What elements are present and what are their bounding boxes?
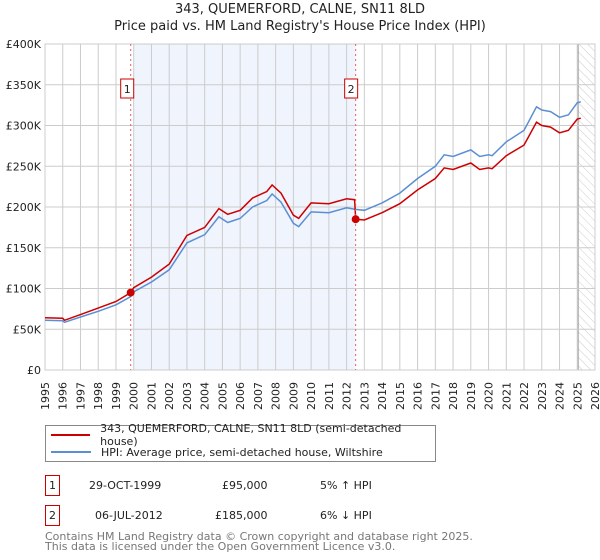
hpi-line xyxy=(44,101,581,324)
x-tick-label: 2011 xyxy=(323,382,336,410)
transaction-badge: 2 xyxy=(45,505,60,526)
sale-marker-badge xyxy=(120,78,135,99)
y-tick-label: £100K xyxy=(6,283,42,296)
sale-marker-badge xyxy=(344,78,359,99)
sale-point xyxy=(126,288,135,297)
footer-copyright: Contains HM Land Registry data © Crown c… xyxy=(45,530,473,543)
legend: 343, QUEMERFORD, CALNE, SN11 8LD (semi-d… xyxy=(45,422,436,462)
x-tick-label: 2002 xyxy=(163,382,176,410)
x-tick-label: 2015 xyxy=(394,382,407,410)
y-tick-label: £300K xyxy=(6,120,42,133)
chart-title: 343, QUEMERFORD, CALNE, SN11 8LD xyxy=(174,2,426,17)
chart-subtitle: Price paid vs. HM Land Registry's House … xyxy=(114,19,486,34)
transaction-badge: 1 xyxy=(45,475,60,496)
legend-label: 343, QUEMERFORD, CALNE, SN11 8LD (semi-d… xyxy=(100,422,402,448)
x-tick-label: 1998 xyxy=(92,382,105,410)
y-tick-label: £200K xyxy=(6,201,42,214)
legend-swatch-blue xyxy=(51,451,91,453)
x-tick-label: 2018 xyxy=(447,382,460,410)
property-price-line xyxy=(44,117,581,322)
y-tick-label: £150K xyxy=(6,242,42,255)
footer-licence: This data is licensed under the Open Gov… xyxy=(45,540,396,553)
x-tick-label: 2000 xyxy=(128,382,141,410)
transaction-date: 06-JUL-2012 xyxy=(95,509,163,522)
x-tick-label: 2023 xyxy=(536,382,549,410)
x-tick-label: 1999 xyxy=(110,382,123,410)
x-tick-label: 2003 xyxy=(181,382,194,410)
y-tick-label: £50K xyxy=(13,323,42,336)
plot-border xyxy=(44,43,596,371)
sale-marker-label: 2 xyxy=(348,83,355,96)
x-tick-label: 2025 xyxy=(571,382,584,410)
legend-swatch-red xyxy=(51,434,91,436)
x-tick-label: 2009 xyxy=(287,382,300,410)
x-tick-label: 2014 xyxy=(376,382,389,410)
transaction-row: 1 29-OCT-1999 £95,000 5% ↑ HPI xyxy=(45,475,465,497)
x-tick-label: 2021 xyxy=(500,382,513,410)
transaction-row: 2 06-JUL-2012 £185,000 6% ↓ HPI xyxy=(45,505,465,527)
transaction-price: £95,000 xyxy=(222,479,268,492)
x-tick-label: 2001 xyxy=(145,382,158,410)
legend-label: HPI: Average price, semi-detached house,… xyxy=(101,445,383,459)
price-chart: 1 2 1995 1996 1997 1998 1999 2000 2001 2002 2003 20… xyxy=(6,38,600,410)
x-tick-label: 2008 xyxy=(270,382,283,410)
legend-item-hpi: HPI: Average price, semi-detached house,… xyxy=(46,444,383,460)
x-tick-label: 2005 xyxy=(216,382,229,410)
transaction-hpi: 6% ↓ HPI xyxy=(320,509,372,522)
x-tick-label: 2012 xyxy=(341,382,354,410)
x-tick-label: 2004 xyxy=(199,382,212,410)
legend-item-property: 343, QUEMERFORD, CALNE, SN11 8LD (semi-d… xyxy=(46,422,435,448)
y-tick-label: £350K xyxy=(6,79,42,92)
x-tick-label: 2017 xyxy=(429,382,442,410)
x-tick-label: 2007 xyxy=(252,382,265,410)
transaction-hpi: 5% ↑ HPI xyxy=(320,479,372,492)
x-tick-label: 2026 xyxy=(589,382,600,410)
x-tick-label: 2020 xyxy=(483,382,496,410)
y-tick-label: £400K xyxy=(6,38,42,51)
x-tick-label: 1997 xyxy=(74,382,87,410)
x-tick-label: 2010 xyxy=(305,382,318,410)
transaction-price: £185,000 xyxy=(215,509,268,522)
y-tick-label: £250K xyxy=(6,160,42,173)
x-tick-label: 2022 xyxy=(518,382,531,410)
x-tick-label: 2024 xyxy=(554,382,567,410)
x-tick-label: 1995 xyxy=(39,382,52,410)
x-tick-label: 2006 xyxy=(234,382,247,410)
transaction-date: 29-OCT-1999 xyxy=(89,479,162,492)
x-tick-label: 2013 xyxy=(358,382,371,410)
x-tick-label: 1996 xyxy=(57,382,70,410)
y-tick-label: £0 xyxy=(27,364,41,377)
x-tick-label: 2016 xyxy=(412,382,425,410)
x-tick-label: 2019 xyxy=(465,382,478,410)
sale-marker-label: 1 xyxy=(124,83,131,96)
sale-point xyxy=(351,215,360,224)
